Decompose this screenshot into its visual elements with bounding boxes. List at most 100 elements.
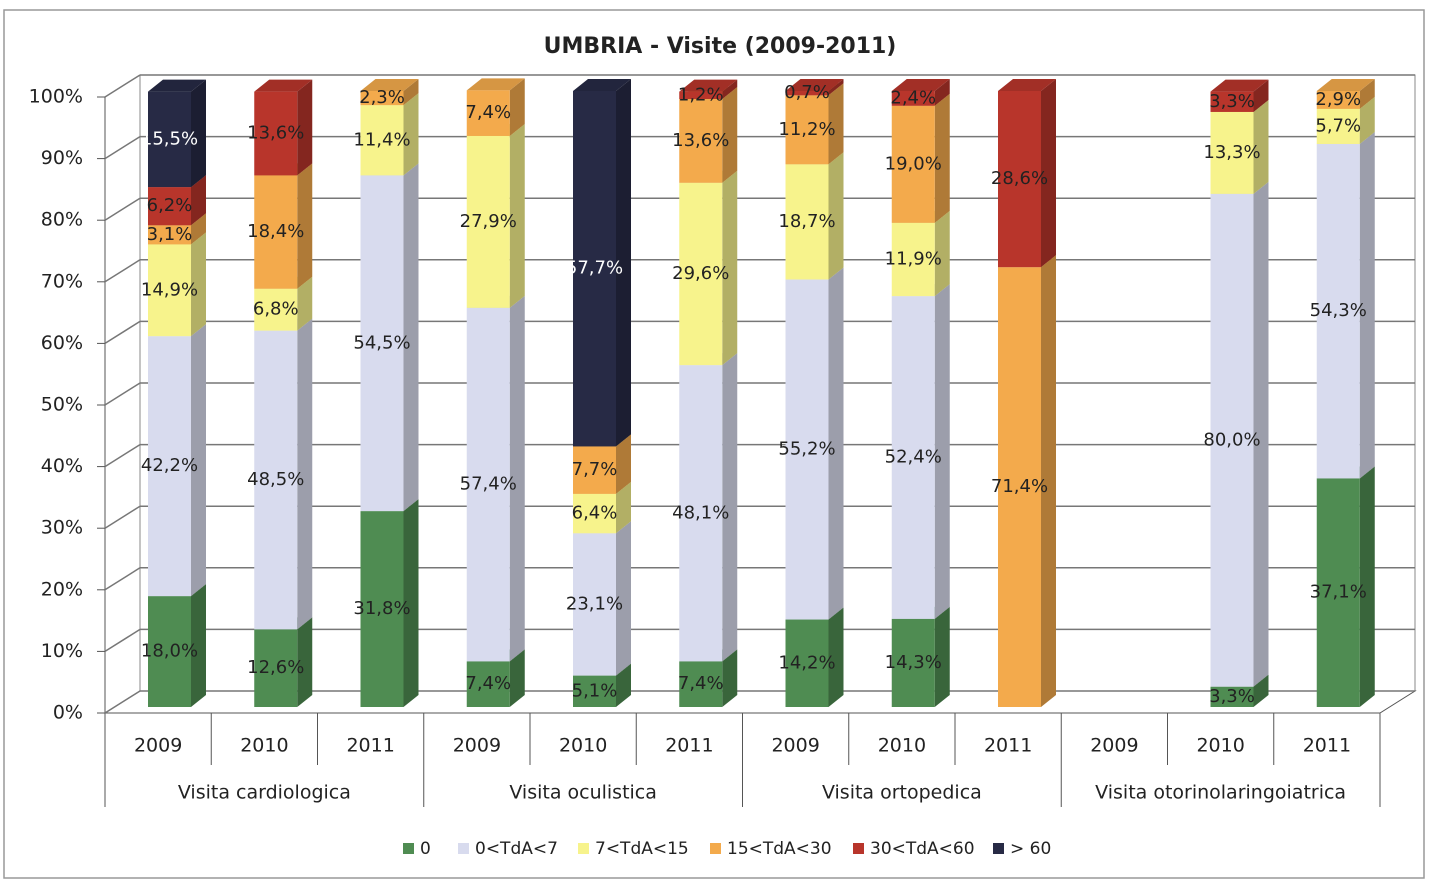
bar-side [191, 79, 206, 188]
bar-top [254, 79, 313, 92]
bar [148, 225, 191, 245]
bar [573, 91, 616, 447]
grid-line-side [104, 135, 141, 160]
bar-top [466, 78, 525, 91]
bar [1316, 478, 1360, 707]
bar [360, 105, 404, 176]
bar [679, 661, 723, 707]
bar [998, 91, 1041, 268]
bar-side [191, 232, 206, 337]
x-tick-label: 2011 [984, 735, 1032, 757]
value-label: 55,2% [778, 439, 835, 460]
value-label: 14,9% [141, 279, 198, 300]
x-tick-label: 2009 [1090, 735, 1138, 757]
value-label: 48,5% [247, 469, 304, 490]
grid-line-side [104, 259, 141, 283]
value-label: 2,9% [1315, 89, 1361, 110]
value-label: 71,4% [991, 476, 1048, 497]
bar-side [1253, 181, 1269, 687]
grid-line-side [104, 505, 141, 529]
bar [148, 244, 191, 337]
bar-side [1041, 79, 1056, 268]
bar [785, 91, 829, 96]
bar [573, 533, 616, 676]
bar-top [573, 79, 631, 91]
bar-side [828, 79, 844, 96]
value-label: 7,7% [572, 459, 618, 480]
chart-frame [3, 9, 1425, 879]
y-tick-label: 90% [41, 147, 83, 169]
x-tick-label: 2011 [346, 735, 394, 757]
bar [466, 90, 510, 136]
value-label: 28,6% [991, 168, 1048, 189]
bar [254, 91, 298, 176]
value-label: 13,6% [247, 123, 304, 144]
value-label: 80,0% [1203, 429, 1260, 450]
bar-top [148, 79, 206, 92]
grid-line-side [104, 690, 141, 714]
bar-side [297, 163, 313, 289]
value-label: 2,4% [890, 87, 936, 108]
value-label: 6,8% [253, 299, 299, 320]
bar-side [403, 93, 419, 176]
bar-side [297, 276, 313, 331]
value-label: 0,7% [784, 82, 830, 103]
grid-line-side [104, 382, 141, 406]
bar-side [934, 210, 950, 297]
legend-swatch [710, 843, 721, 854]
bar [785, 619, 829, 707]
bar-side [1359, 96, 1375, 144]
bar-side [1253, 674, 1269, 707]
value-label: 11,4% [353, 129, 410, 150]
x-tick-label: 2010 [1196, 735, 1244, 757]
bar [891, 105, 935, 223]
value-label: 7,4% [465, 102, 511, 123]
bar-side [509, 649, 525, 707]
bar-side [191, 584, 206, 707]
value-label: 6,2% [147, 195, 193, 216]
y-tick-label: 100% [29, 86, 83, 108]
bar-side [616, 663, 631, 707]
bar-side [828, 152, 844, 280]
chart-title: UMBRIA - Visite (2009-2011) [544, 34, 897, 59]
bar-side [616, 79, 631, 447]
value-label: 57,4% [460, 474, 517, 495]
value-label: 27,9% [460, 211, 517, 232]
value-label: 57,7% [566, 258, 623, 279]
legend-swatch [853, 843, 864, 854]
value-label: 31,8% [353, 598, 410, 619]
bar [148, 91, 191, 188]
bar-side [828, 267, 844, 620]
group-label: Visita otorinolaringoiatrica [1095, 782, 1346, 804]
bar [360, 175, 404, 512]
bar [466, 135, 510, 308]
bar-side [722, 79, 738, 100]
bar-side [509, 78, 525, 136]
legend-swatch [458, 843, 469, 854]
bar-side [1253, 99, 1269, 194]
value-label: 18,7% [778, 211, 835, 232]
bar-side [934, 79, 950, 106]
bar [679, 182, 723, 366]
y-tick-label: 10% [41, 640, 83, 662]
y-tick-label: 40% [41, 455, 83, 477]
value-label: 54,3% [1310, 300, 1367, 321]
value-label: 1,2% [678, 84, 724, 105]
bar-side [509, 295, 525, 662]
bar [1316, 91, 1360, 109]
bar [360, 511, 404, 707]
bar-side [1253, 79, 1269, 112]
bar-side [934, 93, 950, 223]
bar [573, 446, 616, 494]
legend-swatch [403, 843, 414, 854]
x-tick-label: 2009 [771, 735, 819, 757]
bar [1316, 143, 1360, 479]
bar-side [403, 79, 419, 106]
bar [891, 296, 935, 619]
value-label: 13,3% [1203, 142, 1260, 163]
y-tick-label: 50% [41, 394, 83, 416]
grid-line-side [104, 320, 141, 345]
bar [148, 596, 191, 707]
